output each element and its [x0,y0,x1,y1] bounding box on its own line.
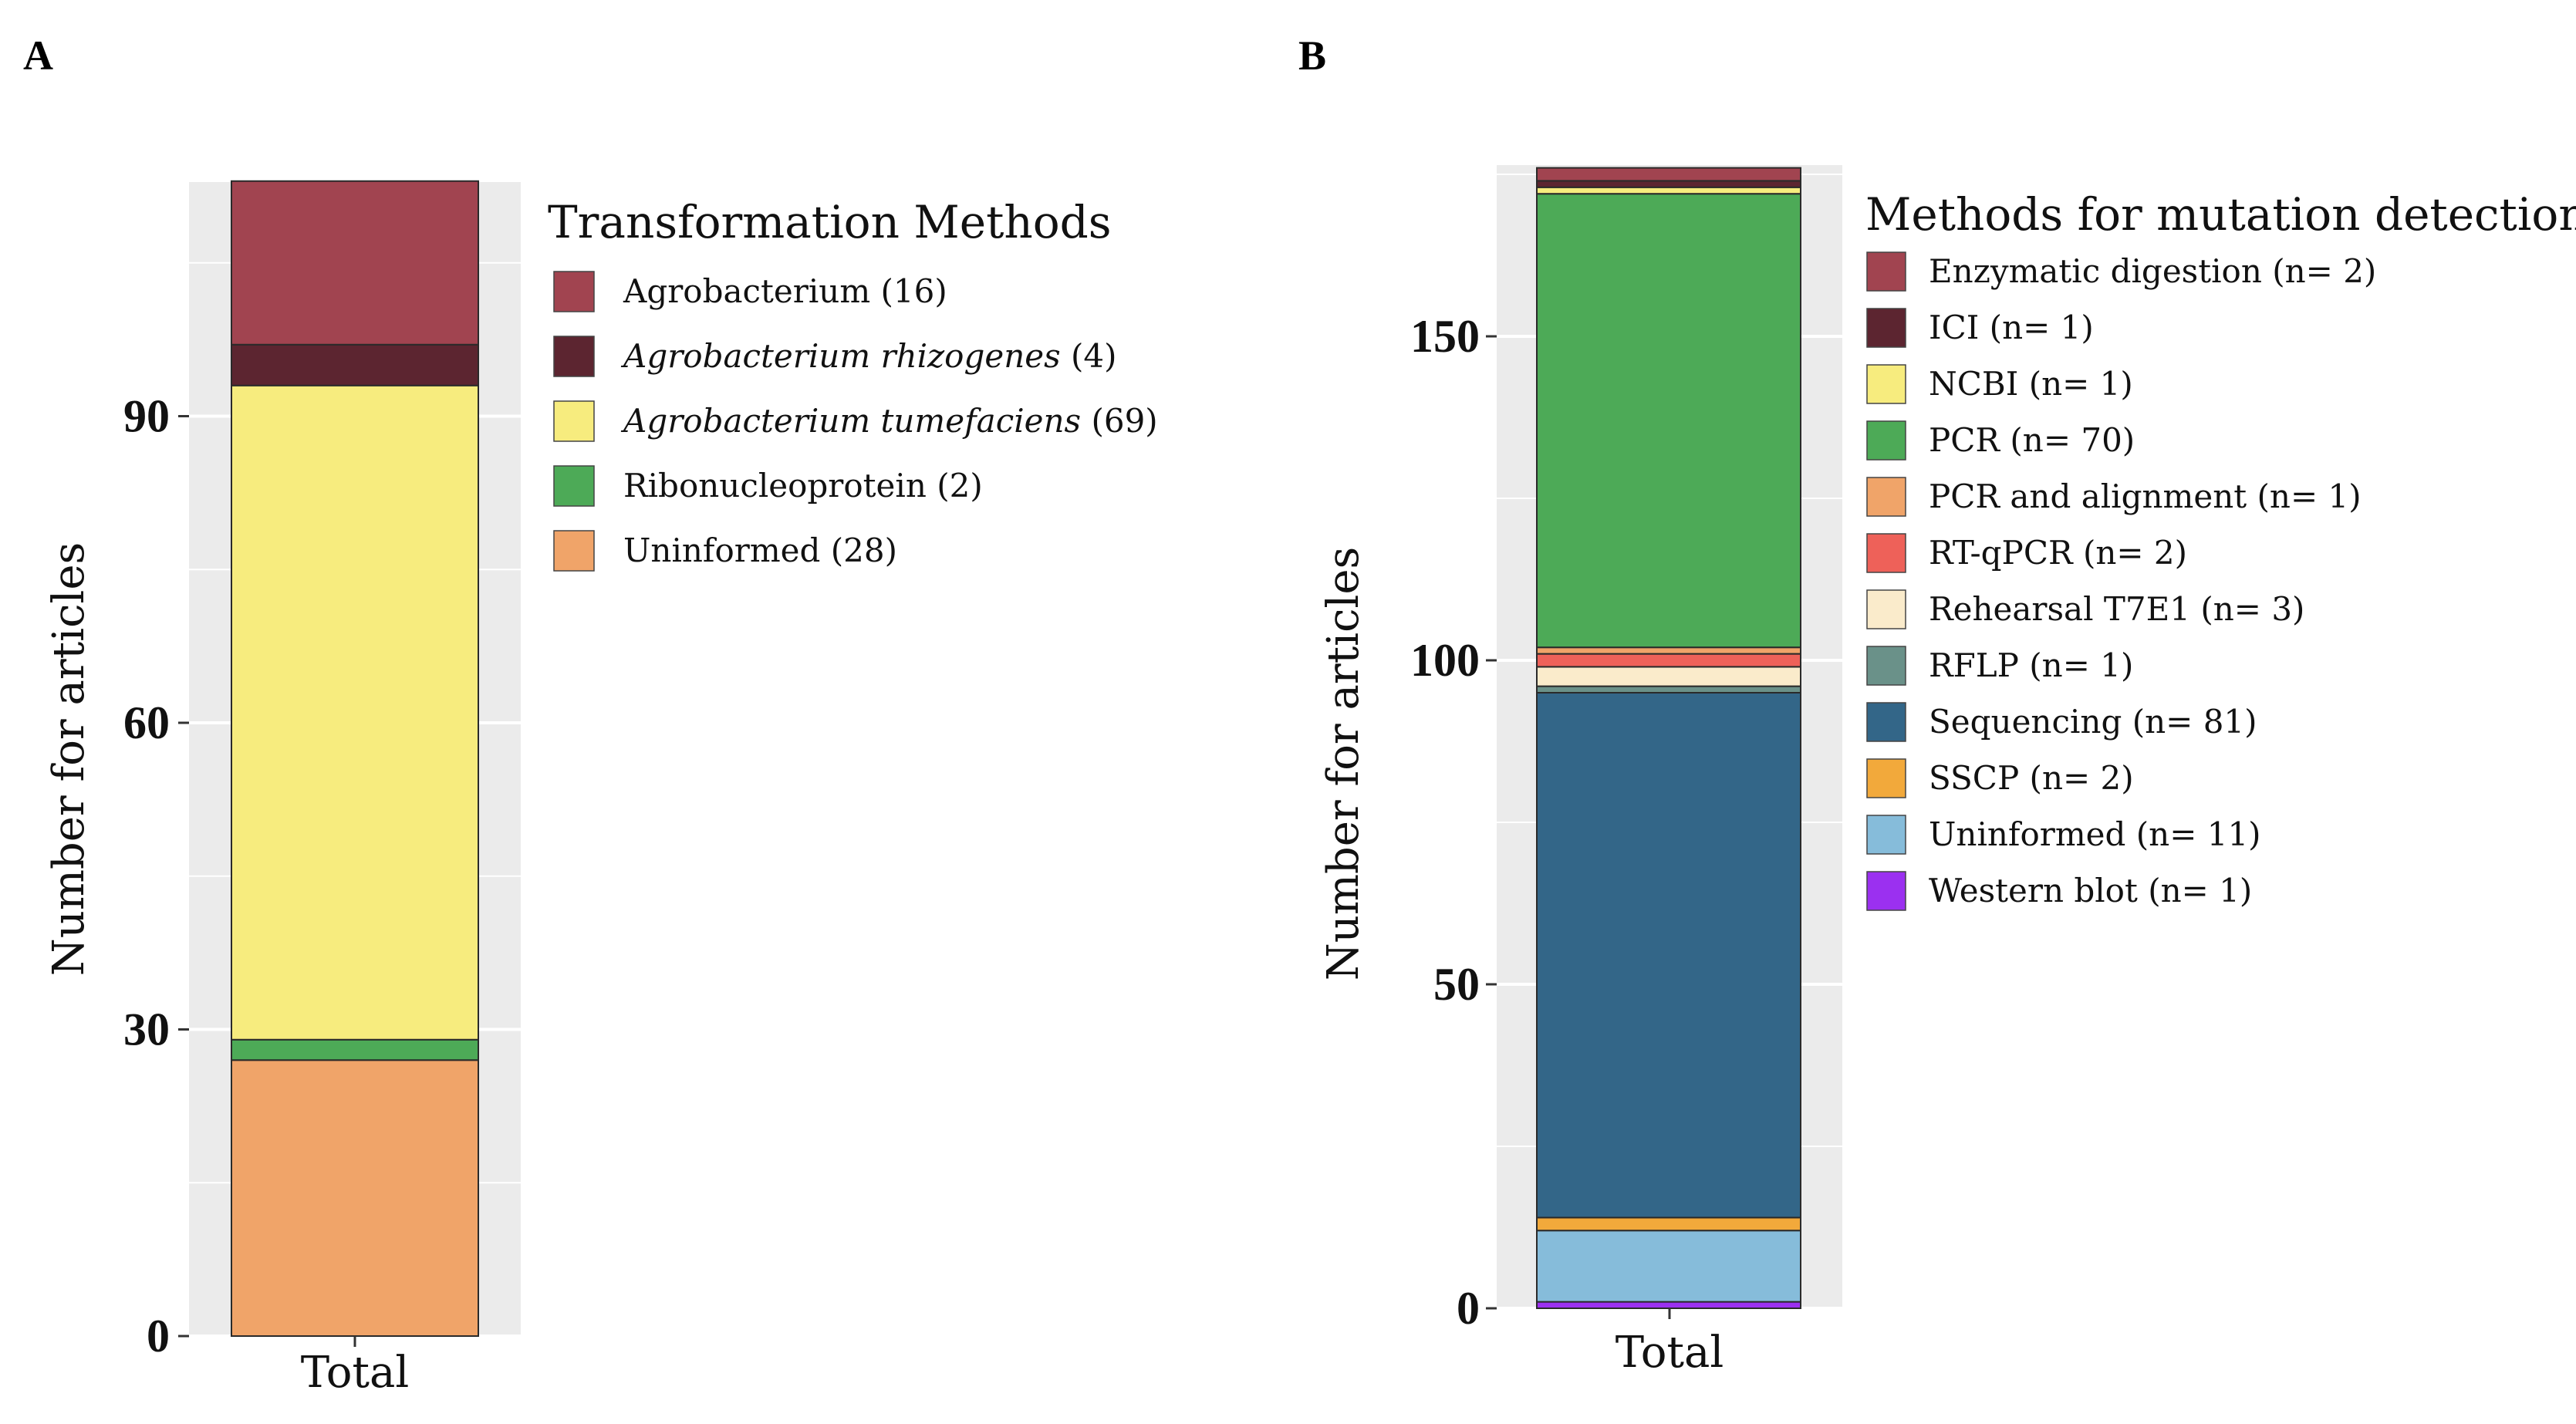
panel-b-y-ticks: 0 50 100 150 [1410,311,1497,1334]
panel-a-legend-swatch-agrobacterium-rhizogenes [553,336,595,377]
panel-b-legend: Enzymatic digestion (n= 2) ICI (n= 1) NCBI… [1866,251,2376,911]
panel-a-bars [231,180,479,1337]
panel-b-legend-swatch-rt-qpcr [1866,533,1906,573]
panel-b-bar-segment-pcr-and-alignment [1536,646,1801,655]
panel-a-legend-label-agrobacterium: Agrobacterium (16) [623,272,947,310]
panel-a-bar-segment-agrobacterium-tumefaciens [231,384,479,1041]
panel-a-x-tick-label: Total [301,1348,410,1398]
panel-b-bar-segment-uninformed [1536,1230,1801,1303]
panel-a-bar-segment-uninformed [231,1059,479,1337]
panel-a-y-ticks: 0 30 60 90 [123,391,189,1362]
panel-b-y-tick-label: 150 [1410,311,1480,362]
panel-a-legend: Agrobacterium (16) Agrobacterium rhizogen… [553,271,1158,572]
panel-a-bar-segment-agrobacterium-rhizogenes [231,343,479,386]
panel-b-legend-swatch-uninformed [1866,815,1906,855]
panel-label-b: B [1298,32,1326,79]
panel-a-legend-swatch-ribonucleoprotein [553,465,595,507]
panel-a-legend-label-agrobacterium-rhizogenes: Agrobacterium rhizogenes (4) [620,337,1117,375]
panel-b-legend-swatch-rehearsal-t7e1 [1866,589,1906,629]
panel-b-legend-swatch-sequencing [1866,702,1906,742]
panel-a-y-tick-label: 30 [123,1004,170,1055]
panel-b-legend-swatch-ici [1866,308,1906,348]
panel-b-bar-segment-sscp [1536,1216,1801,1232]
panel-a-y-tick-label: 0 [147,1311,170,1362]
panel-b-y-tick-label: 0 [1457,1283,1480,1334]
panel-b-y-tick-label: 100 [1410,635,1480,686]
panel-b-legend-label-ncbi: NCBI (n= 1) [1929,365,2133,403]
panel-b-bar-segment-sequencing [1536,692,1801,1219]
panel-b-legend-label-rt-qpcr: RT-qPCR (n= 2) [1929,534,2187,572]
panel-b-legend-label-rehearsal-t7e1: Rehearsal T7E1 (n= 3) [1929,590,2304,628]
panel-b-legend-label-pcr-and-alignment: PCR and alignment (n= 1) [1929,477,2362,515]
panel-b-bar-segment-western-blot [1536,1301,1801,1309]
panel-b-legend-label-uninformed: Uninformed (n= 11) [1929,815,2261,853]
panel-b-bar-segment-enzymatic-digestion [1536,167,1801,182]
panel-a-y-axis-label: Number for articles [44,542,94,976]
panel-a-legend-label-uninformed: Uninformed (28) [623,531,897,569]
panel-a-bar-segment-ribonucleoprotein [231,1038,479,1061]
panel-b-legend-swatch-rflp [1866,646,1906,686]
panel-b-legend-label-pcr: PCR (n= 70) [1929,421,2135,459]
panel-b-legend-swatch-sscp [1866,758,1906,798]
panel-a-legend-swatch-uninformed [553,530,595,572]
panel-a-legend-title: Transformation Methods [548,196,1112,248]
panel-b-bar-segment-pcr [1536,193,1801,649]
panel-a-legend-swatch-agrobacterium-tumefaciens [553,400,595,442]
panel-b-bar-segment-rflp [1536,685,1801,693]
panel-b-x-tick-label: Total [1615,1328,1724,1378]
panel-b-legend-label-sscp: SSCP (n= 2) [1929,759,2134,797]
panel-b-bar-segment-ici [1536,180,1801,188]
panel-b-bar-segment-rt-qpcr [1536,653,1801,668]
panel-b-legend-label-rflp: RFLP (n= 1) [1929,646,2133,684]
panel-b-y-axis-label: Number for articles [1318,547,1369,980]
panel-a-legend-label-ribonucleoprotein: Ribonucleoprotein (2) [623,467,983,504]
panel-b-legend-swatch-ncbi [1866,364,1906,404]
panel-b-legend-swatch-pcr [1866,420,1906,461]
panel-b-legend-label-ici: ICI (n= 1) [1929,309,2094,346]
panel-a-legend-label-agrobacterium-tumefaciens: Agrobacterium tumefaciens (69) [620,402,1158,440]
panel-b-legend-label-enzymatic-digestion: Enzymatic digestion (n= 2) [1929,252,2376,290]
panel-b-y-tick-label: 50 [1433,959,1480,1010]
panel-b-legend-swatch-western-blot [1866,871,1906,911]
panel-b-bar-segment-ncbi [1536,186,1801,195]
panel-b-legend-title: Methods for mutation detection [1865,188,2576,241]
panel-b-bar-segment-rehearsal-t7e1 [1536,666,1801,687]
panel-b-legend-label-sequencing: Sequencing (n= 81) [1929,703,2257,741]
panel-a-y-tick-label: 90 [123,391,170,442]
panel-label-a: A [23,32,53,79]
panel-b-legend-swatch-pcr-and-alignment [1866,477,1906,517]
panel-a-y-tick-label: 60 [123,697,170,748]
panel-b-legend-swatch-enzymatic-digestion [1866,251,1906,292]
panel-a-legend-swatch-agrobacterium [553,271,595,312]
panel-b-legend-label-western-blot: Western blot (n= 1) [1929,872,2252,909]
panel-a-bar-segment-agrobacterium [231,180,479,346]
panel-b-bars [1536,167,1801,1309]
